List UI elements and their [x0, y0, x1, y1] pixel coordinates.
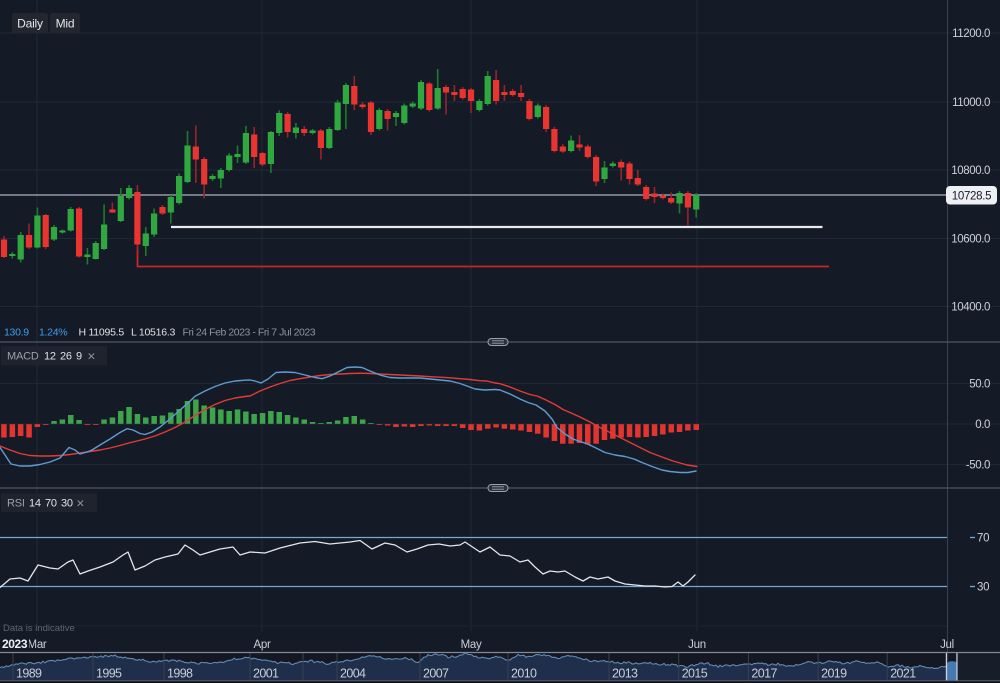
svg-text:12: 12 — [44, 351, 56, 363]
svg-text:10600.0: 10600.0 — [951, 234, 990, 246]
svg-text:2015: 2015 — [682, 667, 708, 681]
svg-text:11000.0: 11000.0 — [952, 97, 990, 109]
svg-text:2017: 2017 — [751, 667, 777, 681]
svg-text:50.0: 50.0 — [969, 379, 990, 391]
svg-text:130.9: 130.9 — [4, 327, 29, 339]
svg-text:10728.5: 10728.5 — [952, 191, 991, 203]
svg-text:1998: 1998 — [167, 667, 193, 681]
svg-text:2013: 2013 — [612, 667, 638, 681]
svg-text:2004: 2004 — [340, 667, 366, 681]
svg-text:Fri 24 Feb 2023 - Fri 7 Jul 20: Fri 24 Feb 2023 - Fri 7 Jul 2023 — [183, 327, 316, 339]
svg-text:10800.0: 10800.0 — [951, 165, 990, 177]
svg-text:0.0: 0.0 — [975, 419, 990, 431]
svg-text:MACD: MACD — [7, 351, 39, 363]
svg-text:70: 70 — [45, 498, 57, 510]
svg-text:Data is indicative: Data is indicative — [3, 623, 75, 634]
svg-text:2019: 2019 — [821, 667, 847, 681]
svg-text:2023: 2023 — [2, 637, 28, 651]
svg-text:✕: ✕ — [87, 351, 96, 363]
svg-text:70: 70 — [977, 533, 989, 545]
svg-text:May: May — [461, 639, 482, 651]
svg-text:11200.0: 11200.0 — [952, 28, 990, 40]
svg-text:2001: 2001 — [253, 667, 279, 681]
svg-text:1995: 1995 — [96, 667, 122, 681]
svg-text:-50.0: -50.0 — [966, 460, 990, 472]
svg-text:H 11095.5: H 11095.5 — [79, 327, 125, 339]
svg-text:Mid: Mid — [56, 17, 75, 31]
svg-text:14: 14 — [29, 498, 41, 510]
svg-text:Daily: Daily — [17, 17, 43, 31]
svg-text:30: 30 — [61, 498, 73, 510]
svg-text:10400.0: 10400.0 — [951, 302, 990, 314]
svg-text:1989: 1989 — [16, 667, 42, 681]
svg-text:2021: 2021 — [890, 667, 916, 681]
svg-text:Jun: Jun — [688, 639, 706, 651]
svg-text:2007: 2007 — [423, 667, 449, 681]
svg-text:26: 26 — [60, 351, 72, 363]
svg-text:1.24%: 1.24% — [39, 327, 67, 339]
svg-text:L 10516.3: L 10516.3 — [131, 327, 175, 339]
svg-text:RSI: RSI — [7, 498, 25, 510]
svg-text:✕: ✕ — [76, 498, 85, 510]
svg-text:2010: 2010 — [511, 667, 537, 681]
svg-text:Jul: Jul — [940, 639, 954, 651]
svg-text:30: 30 — [977, 582, 989, 594]
svg-text:9: 9 — [76, 351, 82, 363]
svg-text:Mar: Mar — [28, 639, 47, 651]
svg-text:Apr: Apr — [254, 639, 271, 651]
